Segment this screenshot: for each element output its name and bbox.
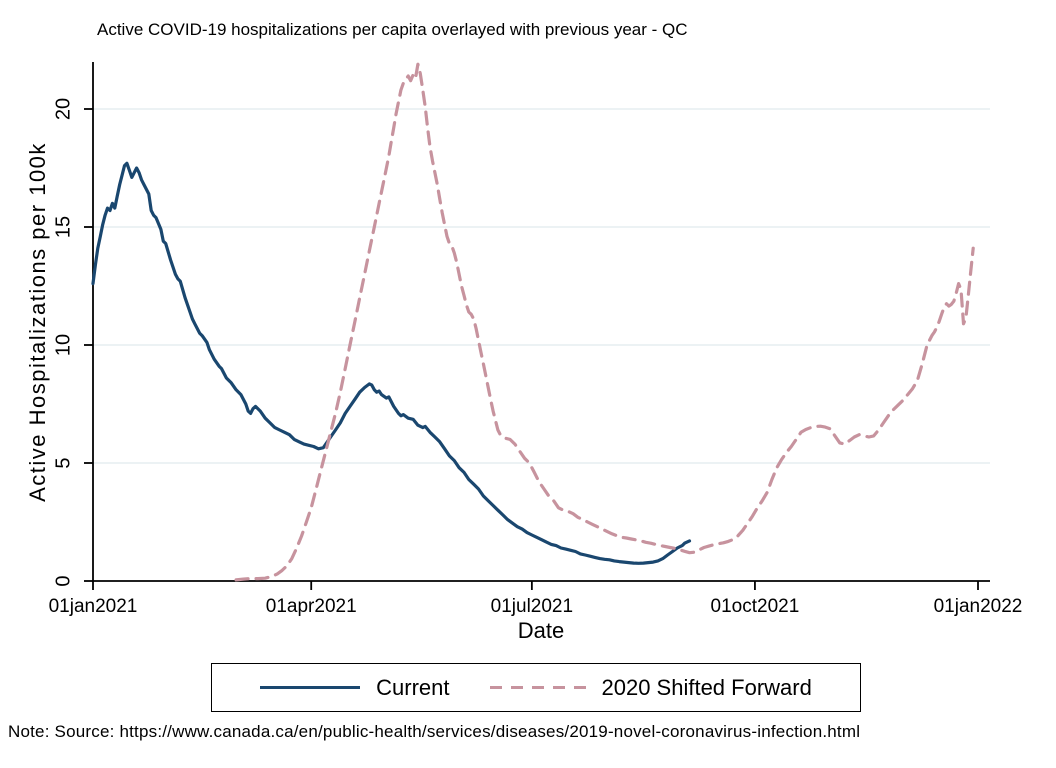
- legend-current-line-sample: [260, 685, 361, 690]
- legend: Current 2020 Shifted Forward: [211, 663, 861, 712]
- x-tick-label: 01jul2021: [490, 596, 574, 617]
- y-tick-label: 5: [52, 457, 75, 469]
- x-tick-label: 01oct2021: [710, 596, 800, 617]
- y-tick-label: 20: [52, 97, 75, 121]
- shifted-forward-line: [234, 62, 975, 582]
- x-tick-label: 01jan2022: [933, 596, 1023, 617]
- legend-shifted-label: 2020 Shifted Forward: [601, 674, 812, 700]
- x-tick-label: 01jan2021: [48, 596, 138, 617]
- x-tick-label: 01apr2021: [265, 596, 357, 617]
- legend-shifted-line-sample: [489, 685, 586, 690]
- chart-title: Active COVID-19 hospitalizations per cap…: [97, 20, 688, 39]
- y-tick-label: 10: [52, 333, 75, 357]
- current-line: [91, 161, 692, 565]
- legend-current-label: Current: [376, 674, 450, 700]
- source-note: Note: Source: https://www.canada.ca/en/p…: [8, 722, 861, 741]
- x-axis-title: Date: [517, 618, 565, 643]
- y-tick-label: 0: [52, 575, 75, 587]
- y-axis-title: Active Hospitalizations per 100k: [25, 142, 50, 502]
- y-tick-label: 15: [52, 215, 75, 239]
